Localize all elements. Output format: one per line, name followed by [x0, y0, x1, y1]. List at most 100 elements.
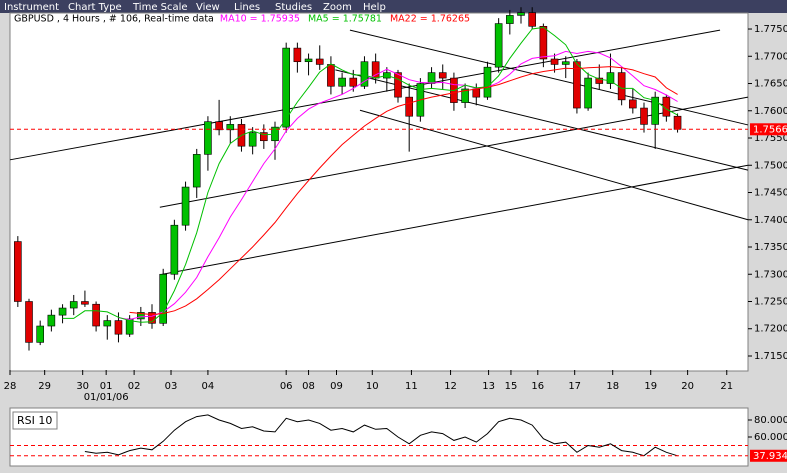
candle-body — [25, 301, 33, 343]
candle-body — [494, 23, 503, 68]
candle-body — [506, 15, 514, 24]
candle-body — [573, 61, 581, 109]
menu-item[interactable]: Zoom — [323, 2, 352, 13]
candle-body — [640, 107, 648, 125]
candle-body — [360, 61, 369, 87]
candle-body — [47, 314, 56, 327]
y-tick-label: 1.7650 — [754, 79, 787, 90]
menu-item[interactable]: Time Scale — [132, 2, 188, 13]
candle-body — [293, 47, 302, 63]
current-price-box — [750, 123, 787, 136]
y-tick-label: 80.000 — [754, 415, 787, 426]
candle-body — [69, 301, 78, 309]
candle-body — [327, 64, 335, 87]
y-tick-label: 1.7250 — [754, 296, 787, 307]
y-tick-label: 1.7350 — [754, 242, 787, 253]
x-tick-label: 17 — [568, 381, 581, 392]
menu-bar — [0, 0, 787, 13]
x-tick-label: 20 — [681, 381, 694, 392]
candle-body — [215, 121, 223, 131]
x-tick-label: 28 — [4, 381, 17, 392]
candle-body — [125, 318, 134, 335]
rsi-line — [84, 414, 678, 457]
x-tick-label: 15 — [505, 381, 518, 392]
y-tick-label: 1.7750 — [754, 24, 787, 35]
y-tick-label: 1.7600 — [754, 106, 787, 117]
x-tick-label: 13 — [482, 381, 495, 392]
moving-average — [129, 66, 678, 316]
legend-entry: MA5 = 1.75781 — [308, 14, 382, 25]
x-tick-label: 03 — [165, 381, 178, 392]
candle-body — [114, 320, 123, 335]
current-rsi-box — [750, 449, 787, 462]
x-axis-note: 01/01/06 — [84, 392, 129, 403]
candle-body — [539, 25, 548, 60]
y-tick-label: 1.7500 — [754, 160, 787, 171]
candle-body — [260, 132, 268, 142]
candle-body — [181, 186, 190, 226]
x-tick-label: 09 — [330, 381, 343, 392]
candle-body — [349, 77, 358, 87]
candle-body — [58, 307, 67, 316]
candle-body — [629, 99, 637, 109]
menu-item[interactable]: View — [196, 2, 220, 13]
y-tick-label: 1.7300 — [754, 269, 787, 280]
x-tick-label: 04 — [202, 381, 215, 392]
candle-body — [137, 312, 145, 320]
moving-average — [118, 50, 678, 321]
chart-title: GBPUSD , 4 Hours , # 106, Real-time data — [14, 14, 214, 25]
menu-item[interactable]: Chart Type — [68, 2, 122, 13]
candle-body — [192, 154, 201, 188]
candle-body — [517, 12, 525, 16]
y-tick-label: 1.7450 — [754, 188, 787, 199]
candle-body — [561, 61, 570, 65]
x-tick-label: 19 — [644, 381, 657, 392]
menu-item[interactable]: Instrument — [4, 2, 59, 13]
trend-line — [159, 96, 749, 208]
candle-body — [170, 224, 179, 275]
candle-body — [673, 115, 682, 130]
candle-body — [606, 72, 615, 84]
candle-body — [248, 132, 257, 147]
menu: Instrument Chart Type Time Scale View Lines S… — [4, 2, 386, 13]
candle-body — [159, 273, 167, 324]
y-tick-label: 1.7700 — [754, 51, 787, 62]
candle-body — [371, 61, 380, 79]
candle-body — [92, 303, 100, 327]
y-tick-label: 1.7550 — [754, 133, 787, 144]
rsi-panel — [9, 407, 749, 467]
y-tick-label: 1.7150 — [754, 351, 787, 362]
x-tick-label: 10 — [366, 381, 379, 392]
candle-body — [405, 96, 413, 117]
current-price-label: 1.7566 — [753, 124, 787, 135]
current-rsi-label: 37.934 — [753, 451, 787, 462]
moving-average — [62, 26, 678, 323]
menu-item[interactable]: Help — [363, 2, 386, 13]
candle-body — [483, 66, 492, 98]
trend-line — [359, 109, 749, 221]
candle-body — [36, 325, 44, 343]
candle-body — [81, 301, 89, 305]
candle-body — [427, 72, 436, 84]
trend-line — [335, 69, 749, 171]
x-tick-label: 16 — [531, 381, 544, 392]
candle-body — [651, 96, 659, 125]
x-tick-label: 06 — [280, 381, 293, 392]
x-tick-label: 01 — [100, 381, 113, 392]
menu-item[interactable]: Lines — [234, 2, 260, 13]
menu-item[interactable]: Studies — [275, 2, 312, 13]
legend-entry: MA22 = 1.76265 — [390, 14, 470, 25]
candle-body — [282, 47, 290, 128]
rsi-title-box — [12, 411, 58, 430]
candle-body — [584, 77, 592, 109]
candle-body — [14, 241, 22, 302]
x-tick-label: 21 — [720, 381, 733, 392]
candle-body — [315, 58, 324, 65]
candle-body — [148, 312, 156, 324]
y-tick-label: 1.7200 — [754, 324, 787, 335]
trend-line — [349, 29, 749, 126]
x-tick-label: 12 — [444, 381, 457, 392]
x-tick-label: 02 — [128, 381, 141, 392]
